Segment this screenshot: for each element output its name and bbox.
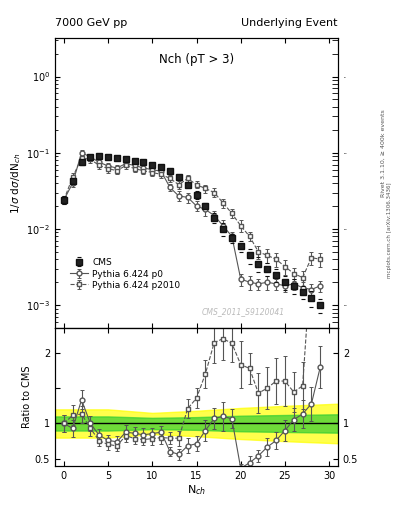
Text: CMS_2011_S9120041: CMS_2011_S9120041 xyxy=(202,307,285,316)
Legend: CMS, Pythia 6.424 p0, Pythia 6.424 p2010: CMS, Pythia 6.424 p0, Pythia 6.424 p2010 xyxy=(65,253,185,294)
Text: Underlying Event: Underlying Event xyxy=(241,18,338,28)
Text: mcplots.cern.ch [arXiv:1306.3436]: mcplots.cern.ch [arXiv:1306.3436] xyxy=(387,183,391,278)
X-axis label: N$_{ch}$: N$_{ch}$ xyxy=(187,483,206,497)
Y-axis label: Ratio to CMS: Ratio to CMS xyxy=(22,366,32,428)
Text: 7000 GeV pp: 7000 GeV pp xyxy=(55,18,127,28)
Text: Rivet 3.1.10, ≥ 400k events: Rivet 3.1.10, ≥ 400k events xyxy=(381,110,386,198)
Y-axis label: 1/$\sigma$ d$\sigma$/dN$_{ch}$: 1/$\sigma$ d$\sigma$/dN$_{ch}$ xyxy=(9,153,24,214)
Text: Nch (pT > 3): Nch (pT > 3) xyxy=(159,53,234,66)
